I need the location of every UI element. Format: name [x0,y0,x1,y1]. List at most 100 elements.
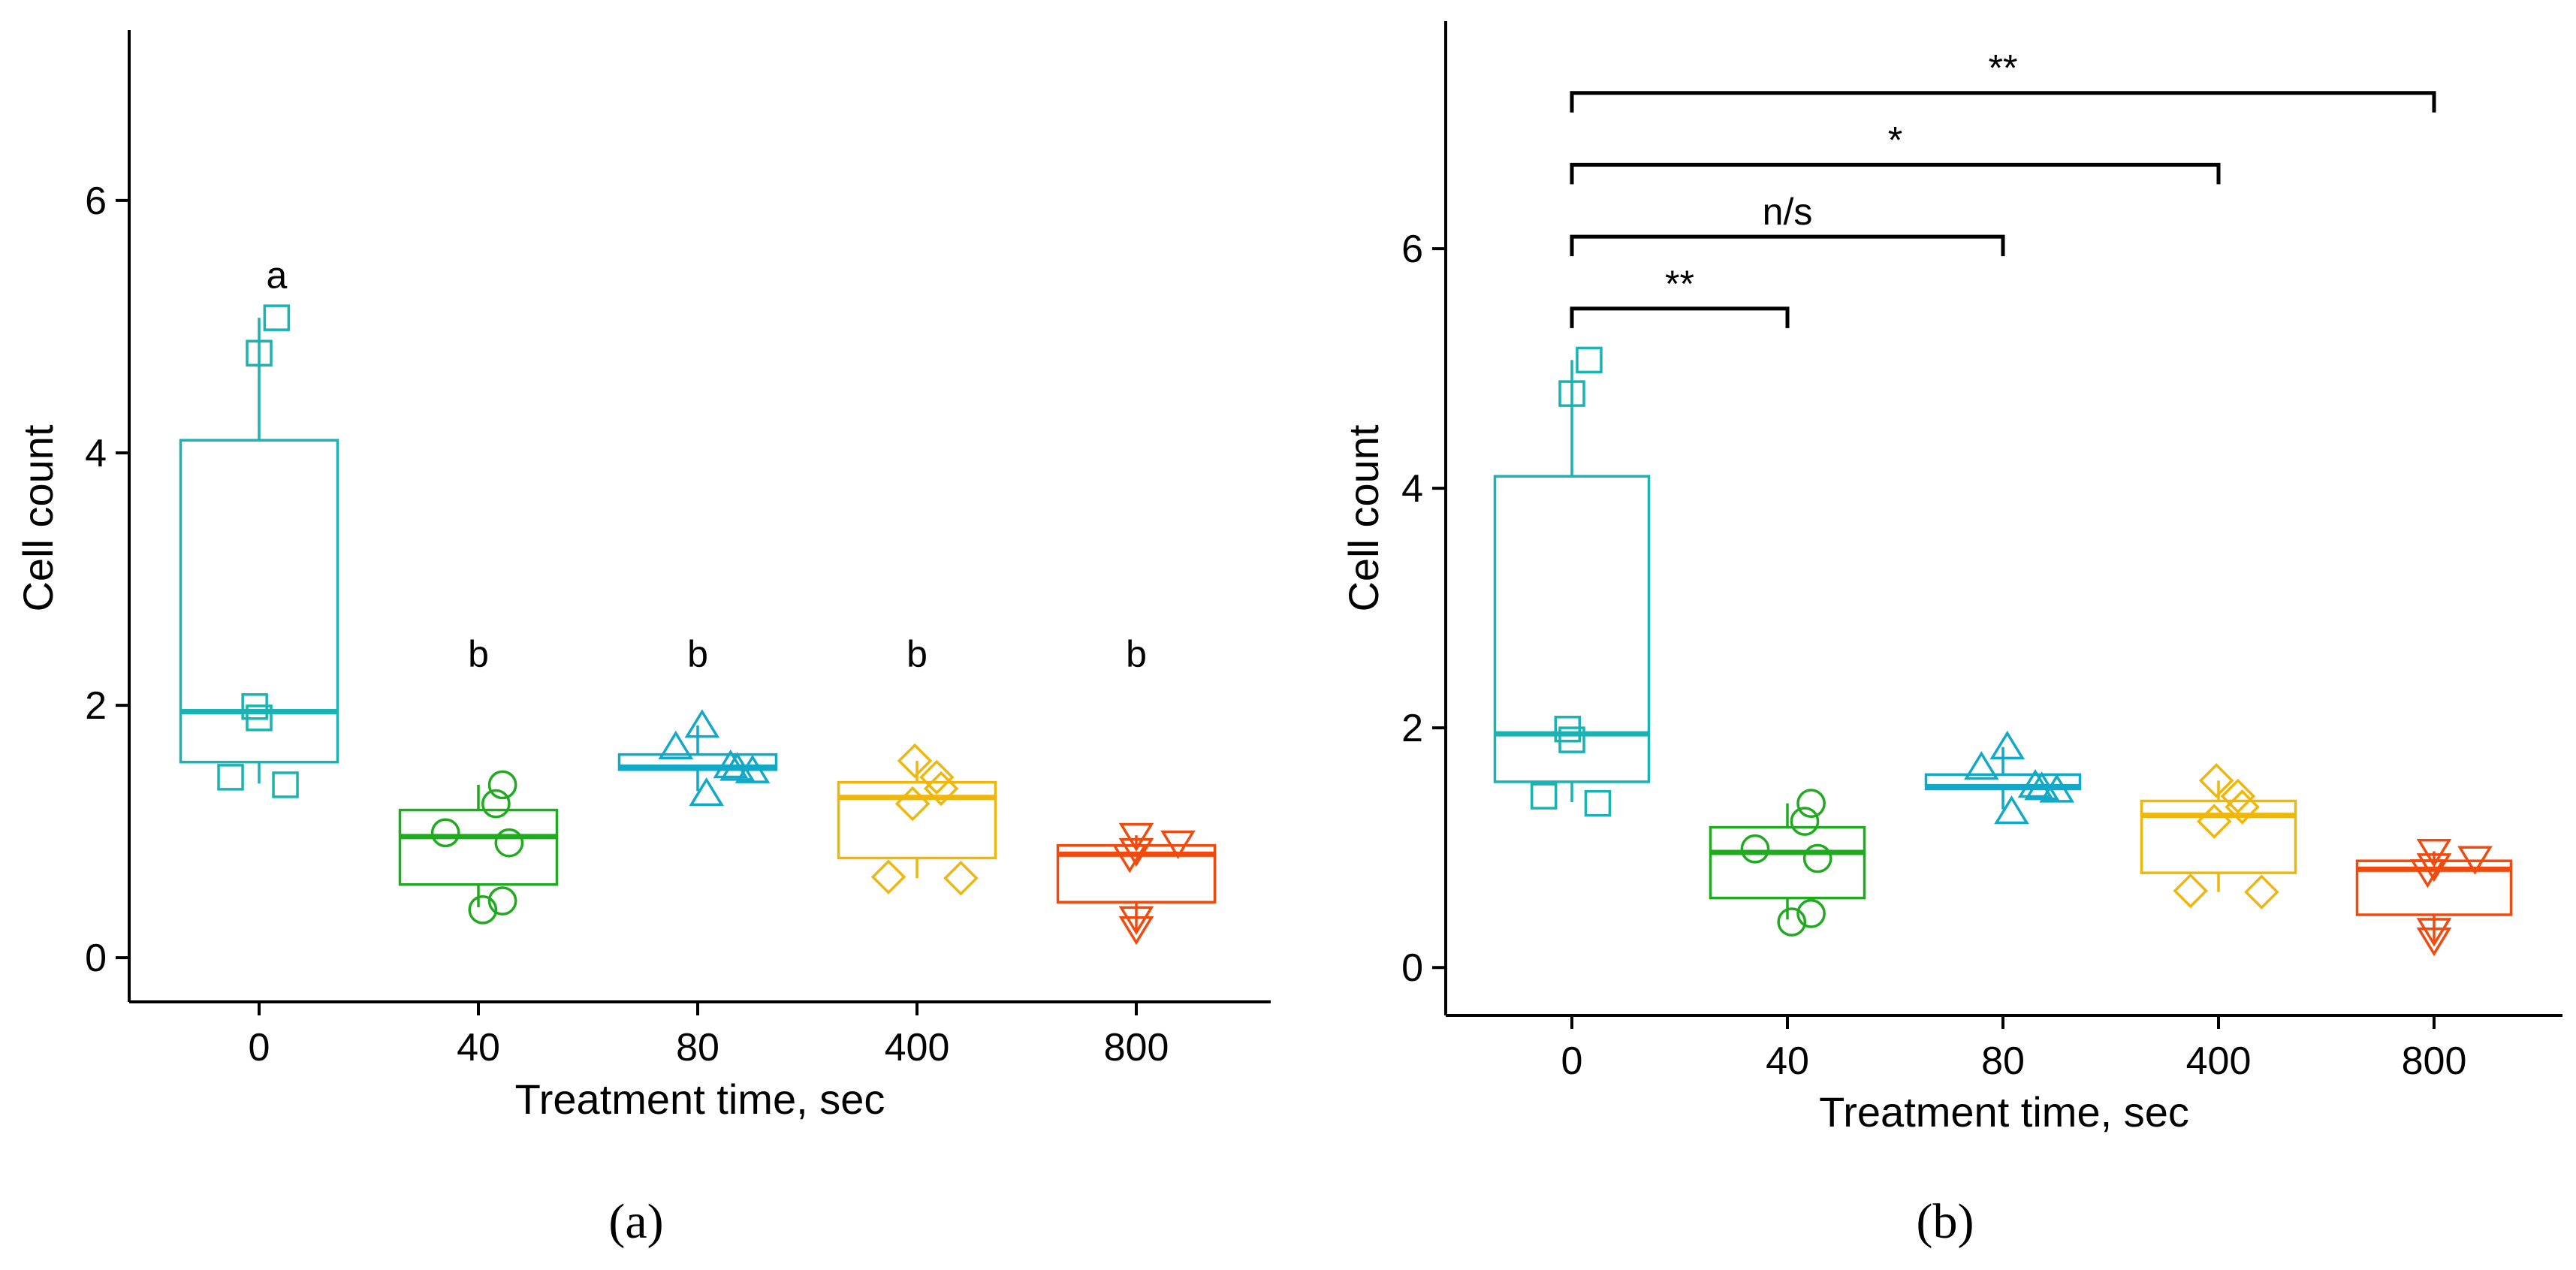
data-point [2244,874,2279,910]
significance-bracket [1570,162,2221,185]
x-tick-label: 800 [2402,1039,2467,1083]
data-point [494,828,524,858]
data-point [1160,830,1196,860]
y-tick-label: 2 [1401,707,1423,750]
significance-label: ** [1989,47,2018,89]
box-body [398,808,559,886]
significance-bracket [1570,234,2005,257]
box-group-80 [617,725,778,792]
data-point [1554,716,1582,743]
data-point [263,304,291,331]
y-tick-label: 2 [85,684,107,728]
data-point [1802,843,1832,873]
group-letter-label: a [266,255,287,297]
data-point [2416,838,2452,868]
data-point [2416,928,2452,957]
chart-panel-a: 0 2 4 6 0 40 80 400 800 Treatment time, sec Cell c… [14,30,1271,1249]
data-point [1118,837,1154,867]
data-point [246,339,273,367]
data-point [2196,804,2232,839]
panel-label: (a) [608,1194,663,1249]
x-tick-label: 80 [676,1026,719,1069]
data-point [1118,906,1154,935]
data-point [719,752,755,781]
significance-bracket [1570,91,2436,113]
data-point [689,777,725,807]
box-group-40 [1709,803,1866,920]
group-letter-label: b [906,633,928,675]
x-axis-title: Treatment time, sec [515,1075,885,1123]
data-point [272,771,299,798]
panel-label: (b) [1917,1194,1974,1249]
box-group-0 [179,318,339,784]
data-point [2416,853,2452,882]
data-point [1558,380,1585,407]
significance-bracket [1570,306,1790,328]
x-tick-label: 80 [1981,1039,2025,1083]
data-point [1118,822,1154,852]
data-point [919,759,955,795]
box-body [2140,799,2297,874]
data-point [923,771,959,807]
significance-label: ** [1665,263,1694,305]
data-point [1118,916,1154,946]
y-axis-title: Cell count [14,424,62,611]
y-axis-title: Cell count [1340,424,1387,611]
box-body [1709,825,1866,900]
data-point [2220,778,2256,814]
data-point [2198,763,2234,798]
y-tick-label: 4 [85,432,107,475]
data-point [487,770,517,800]
data-point [2024,771,2060,801]
data-point [217,764,244,791]
data-point [1584,789,1612,817]
y-tick-label: 6 [85,179,107,223]
data-point [2410,859,2445,888]
data-point [1994,795,2029,825]
data-point [430,818,460,848]
box-group-0 [1493,360,1651,803]
y-tick-label: 4 [1401,467,1423,511]
data-point [897,743,933,779]
y-tick-label: 6 [1401,228,1423,271]
data-point [1796,899,1826,928]
group-letter-label: b [687,633,708,675]
box-group-40 [398,784,559,907]
data-point [713,749,749,779]
box-group-400 [2140,780,2297,892]
data-point [1989,730,2026,760]
data-point [943,861,979,896]
data-point [870,859,906,894]
data-point [894,786,931,822]
chart-panel-b: 0 2 4 6 0 40 80 400 800 Treatment time, sec Cell c… [1340,21,2562,1249]
data-point [684,709,720,738]
data-point [1777,907,1807,937]
data-point [241,693,268,720]
x-tick-label: 400 [885,1026,950,1069]
box-group-400 [837,761,997,879]
x-tick-label: 400 [2186,1039,2252,1083]
data-point [2225,789,2260,825]
data-point [1112,844,1148,873]
data-point [468,894,498,925]
data-point [481,789,511,819]
data-point [2173,873,2208,909]
data-point [2457,846,2493,875]
data-point [2017,768,2053,798]
box-body [837,780,997,860]
y-tick-label: 0 [1401,946,1423,990]
data-point [2416,918,2452,947]
data-point [1576,346,1603,374]
box-body [1493,475,1651,783]
x-tick-label: 0 [249,1026,270,1069]
data-point [1796,789,1826,819]
group-letter-label: b [468,633,489,675]
x-tick-label: 40 [1766,1039,1809,1083]
x-tick-label: 40 [457,1026,500,1069]
x-tick-label: 800 [1104,1026,1169,1069]
data-point [1963,751,1999,780]
box-group-80 [1924,747,2082,810]
significance-label: n/s [1763,191,1813,233]
data-point [1790,807,1820,836]
